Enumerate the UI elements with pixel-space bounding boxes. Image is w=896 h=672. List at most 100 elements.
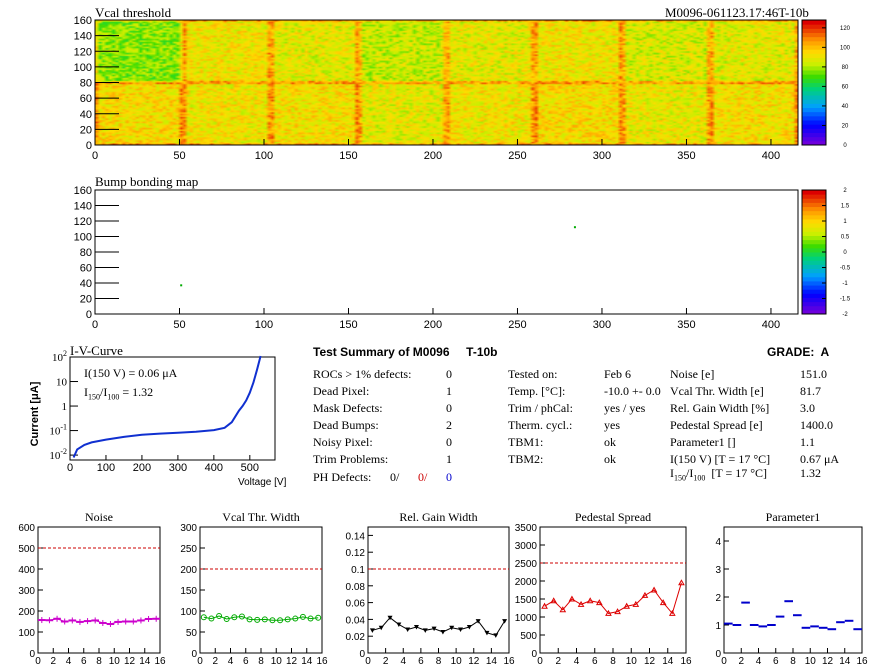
grade-label: GRADE: A bbox=[767, 345, 830, 359]
ratio-label: I150/I100 [T = 17 °C] bbox=[670, 466, 768, 483]
map1-ztick-label: 120 bbox=[840, 26, 851, 32]
chart-4-frame bbox=[723, 526, 863, 654]
chart-2-point bbox=[502, 619, 508, 624]
chart-0-xtick-label: 16 bbox=[154, 656, 166, 667]
map2-zbar-cell bbox=[802, 210, 826, 216]
chart-1-point bbox=[284, 616, 291, 623]
chart-3-xtick-label: 12 bbox=[644, 656, 656, 667]
chart-4-ytick-label: 0 bbox=[715, 649, 721, 660]
map1-zbar-frame bbox=[801, 19, 827, 146]
module-id-label: M0096-061123.17:46T-10b bbox=[665, 5, 809, 20]
summary-row-label: Noisy Pixel: bbox=[313, 435, 373, 449]
map1-zbar-cell bbox=[802, 65, 826, 71]
chart-2-point bbox=[422, 628, 428, 633]
map2-zbar-cell bbox=[802, 252, 826, 257]
iv-annotation-1: I(150 V) = 0.06 μA bbox=[84, 366, 178, 380]
map2-ytick-label: 80 bbox=[80, 247, 92, 259]
chart-3-xtick-label: 4 bbox=[574, 656, 580, 667]
chart-3-ytick-label: 3000 bbox=[515, 541, 538, 552]
iv-ytick-label: 10-1 bbox=[49, 423, 67, 438]
map1-zbar-cell bbox=[802, 32, 826, 38]
map2-xtick-label: 100 bbox=[255, 319, 273, 331]
chart-3-point bbox=[595, 599, 603, 606]
chart-1-ytick-label: 0 bbox=[191, 649, 197, 660]
chart-4-ytick-label: 2 bbox=[715, 593, 721, 604]
map2-zbar-cell bbox=[802, 194, 826, 199]
map1-ztick-label: 60 bbox=[842, 84, 849, 90]
chart-2-point bbox=[449, 625, 455, 631]
map2-zbar-cell bbox=[802, 289, 826, 294]
map2-zbar-cell bbox=[802, 206, 826, 212]
map1-zbar-cell bbox=[802, 28, 826, 33]
map1-ytick-label: 80 bbox=[80, 78, 92, 90]
chart-4-xtick-label: 4 bbox=[756, 656, 762, 667]
chart-3-title: Pedestal Spread bbox=[575, 510, 651, 524]
chart-2-ytick-label: 0.02 bbox=[346, 632, 366, 643]
map1-zbar-cell bbox=[802, 132, 826, 138]
chart-3-ytick-label: 2500 bbox=[515, 559, 538, 570]
map1-xtick-label: 350 bbox=[677, 150, 695, 162]
map1-zbar-cell bbox=[802, 74, 826, 79]
iv-frame bbox=[69, 356, 276, 461]
chart-2-point bbox=[466, 624, 472, 630]
iv-xtick-label: 100 bbox=[97, 462, 115, 474]
iv-xtick-label: 500 bbox=[241, 462, 259, 474]
chart-3-ytick-label: 0 bbox=[531, 649, 537, 660]
map1-ytick-label: 20 bbox=[80, 124, 92, 136]
summary-right-row-value: 0.67 μA bbox=[800, 452, 840, 466]
chart-0-title: Noise bbox=[85, 510, 113, 524]
map1-xtick-label: 200 bbox=[424, 150, 442, 162]
map1-ytick-label: 0 bbox=[86, 140, 92, 152]
chart-0-ytick-label: 300 bbox=[18, 586, 35, 597]
map1-zbar-cell bbox=[802, 140, 826, 146]
map1-ytick-label: 60 bbox=[80, 93, 92, 105]
chart-4-xtick-label: 16 bbox=[856, 656, 868, 667]
map2-zbar-cell bbox=[802, 223, 826, 228]
chart-1-ytick-label: 50 bbox=[186, 628, 198, 639]
map2-ztick-label: -2 bbox=[842, 312, 848, 318]
summary-row-value: 1 bbox=[446, 452, 452, 466]
chart-3-point bbox=[614, 608, 621, 615]
summary-right-row-label: I(150 V) [T = 17 °C] bbox=[670, 452, 771, 466]
summary-right-row-value: 151.0 bbox=[800, 367, 827, 381]
map2-zbar-cell bbox=[802, 293, 826, 298]
chart-2-xtick-label: 14 bbox=[486, 656, 498, 667]
chart-2-point bbox=[440, 630, 446, 635]
chart-2-point bbox=[387, 615, 393, 621]
map1-ytick-label: 160 bbox=[74, 15, 92, 27]
chart-3-ytick-label: 2000 bbox=[515, 577, 538, 588]
map2-zbar-cell bbox=[802, 268, 826, 274]
map2-ztick-label: 0.5 bbox=[841, 235, 850, 241]
map2-zbar-cell bbox=[802, 243, 826, 249]
ph-defects-value-1: 0/ bbox=[390, 470, 400, 484]
map2-zbar-cell bbox=[802, 260, 826, 265]
chart-1-frame bbox=[199, 526, 323, 654]
summary-right-row-label: Rel. Gain Width [%] bbox=[670, 401, 770, 415]
chart-2-ytick-label: 0.04 bbox=[346, 615, 366, 626]
map2-xtick-label: 150 bbox=[339, 319, 357, 331]
chart-3-frame bbox=[539, 526, 687, 654]
map1-zbar-cell bbox=[802, 57, 826, 63]
map2-zbar-cell bbox=[802, 305, 826, 311]
map2-ytick-label: 0 bbox=[86, 309, 92, 321]
chart-2-frame bbox=[367, 526, 510, 654]
map2-ztick-label: -1.5 bbox=[840, 297, 851, 303]
iv-xtick-label: 0 bbox=[67, 462, 73, 474]
chart-1-ytick-label: 150 bbox=[180, 586, 197, 597]
chart-2-ytick-label: 0.14 bbox=[346, 531, 366, 542]
ratio-value: 1.32 bbox=[800, 466, 821, 480]
summary-right-row-label: Parameter1 [] bbox=[670, 435, 736, 449]
chart-4-xtick-label: 8 bbox=[790, 656, 796, 667]
map1-zbar-cell bbox=[802, 49, 826, 54]
map2-zbar-cell bbox=[802, 264, 826, 270]
map2-zbar-cell bbox=[802, 231, 826, 236]
chart-0-xtick-label: 0 bbox=[35, 656, 41, 667]
chart-1-title: Vcal Thr. Width bbox=[222, 510, 299, 524]
map1-ytick-label: 120 bbox=[74, 46, 92, 58]
map2-frame bbox=[94, 189, 799, 315]
chart-2-ytick-label: 0.06 bbox=[346, 599, 366, 610]
chart-2-ytick-label: 0.08 bbox=[346, 582, 366, 593]
summary-row-label: Mask Defects: bbox=[313, 401, 383, 415]
chart-2-point bbox=[405, 627, 411, 632]
map2-zbar-cell bbox=[802, 198, 826, 203]
